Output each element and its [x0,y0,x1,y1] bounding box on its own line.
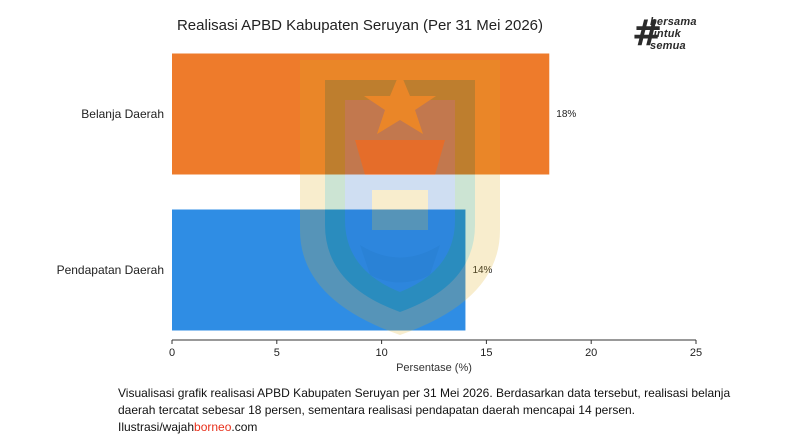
brand-tagline-line2: untuk [650,28,681,40]
x-tick-label: 15 [480,347,492,359]
regency-emblem-icon [300,60,500,335]
caption-brand: borneo [194,420,232,434]
caption-text: Visualisasi grafik realisasi APBD Kabupa… [118,386,731,434]
x-tick-label: 5 [274,347,280,359]
data-label-pendapatan-daerah: 14% [472,265,492,276]
chart-title: Realisasi APBD Kabupaten Seruyan (Per 31… [177,17,543,34]
bar-pendapatan-daerah [172,209,466,331]
bar-chart: Realisasi APBD Kabupaten Seruyan (Per 31… [57,17,703,374]
category-label-pendapatan-daerah: Pendapatan Daerah [57,263,164,277]
brand-tagline-line3: semua [650,40,686,52]
hashtag-icon: # [632,13,663,54]
data-label-belanja-daerah: 18% [556,109,576,120]
x-tick-label: 0 [169,347,175,359]
x-tick-label: 20 [585,347,597,359]
image-caption: Visualisasi grafik realisasi APBD Kabupa… [118,385,758,436]
caption-domain-suffix: .com [231,420,258,434]
x-axis-title: Persentase (%) [396,362,472,374]
brand-logo: # bersama untuk semua [632,14,712,58]
chart-area: Realisasi APBD Kabupaten Seruyan (Per 31… [57,17,703,374]
x-tick-label: 25 [690,347,702,359]
brand-tagline: bersama untuk semua [650,16,697,52]
bar-belanja-daerah [172,53,550,175]
brand-tagline-line1: bersama [650,16,697,28]
x-tick-label: 10 [375,347,387,359]
category-label-belanja-daerah: Belanja Daerah [81,107,164,121]
